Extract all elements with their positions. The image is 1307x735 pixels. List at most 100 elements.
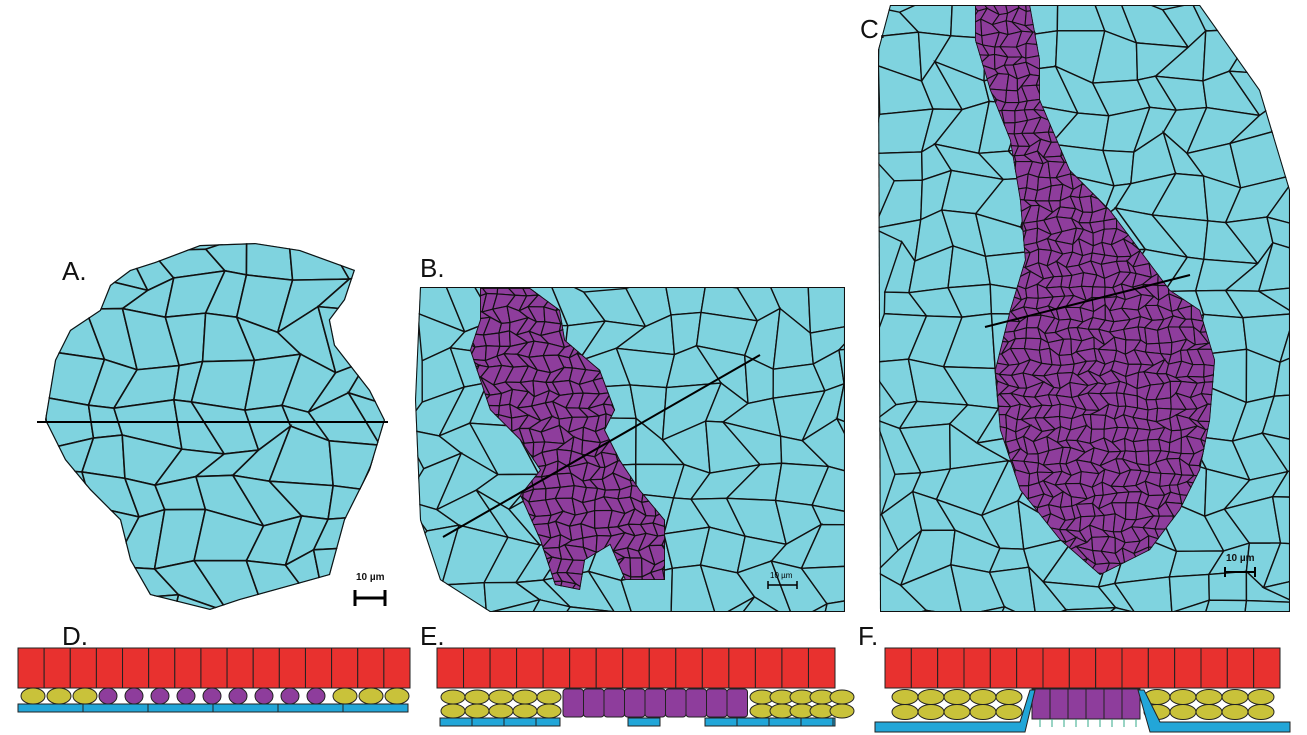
cell <box>329 441 380 489</box>
cell <box>548 607 614 651</box>
basal-cell <box>1170 705 1196 720</box>
apical-cell <box>964 648 990 688</box>
basal-cell <box>513 704 537 718</box>
basal-cell <box>1222 690 1248 705</box>
apical-cell <box>123 648 149 688</box>
basement-cell <box>628 718 660 726</box>
basement-cell <box>801 718 833 726</box>
scale-label: 10 µm <box>1226 553 1255 564</box>
cell <box>954 607 1004 655</box>
apical-cell <box>149 648 175 688</box>
apical-cell <box>253 648 279 688</box>
basal-cell <box>996 690 1022 705</box>
cell <box>1145 328 1159 344</box>
cell <box>869 152 922 181</box>
cell <box>353 306 427 363</box>
cell-layers <box>31 0 1307 696</box>
basal-cell <box>918 705 944 720</box>
apical-cell <box>729 648 756 688</box>
cell <box>361 475 409 531</box>
cell <box>1133 440 1148 452</box>
basement-cell <box>833 718 835 726</box>
cell <box>1230 0 1283 47</box>
basal-cell <box>537 704 561 718</box>
basal-cell-purple <box>1086 689 1104 719</box>
apical-cell <box>570 648 597 688</box>
basement-cell <box>504 718 536 726</box>
basal-cell-purple <box>707 689 728 717</box>
basal-cell-purple <box>255 688 273 704</box>
cell <box>353 272 414 309</box>
basement-cell <box>213 704 278 712</box>
basal-cell <box>441 690 465 704</box>
apical-cell <box>596 648 623 688</box>
basal-cell <box>489 704 513 718</box>
cell <box>1002 110 1015 123</box>
cell <box>1209 571 1247 600</box>
basal-cell <box>970 705 996 720</box>
apical-cell <box>437 648 464 688</box>
cell <box>1229 29 1282 74</box>
apical-cell <box>96 648 122 688</box>
cell <box>235 594 307 648</box>
apical-cell <box>1175 648 1201 688</box>
apical-cell <box>44 648 70 688</box>
apical-cell <box>649 648 676 688</box>
cell <box>1298 545 1307 580</box>
cell <box>440 613 486 648</box>
panel-label: B. <box>420 253 445 283</box>
apical-cell <box>201 648 227 688</box>
cell <box>664 275 706 315</box>
cell <box>1303 495 1307 548</box>
apical-cell <box>384 648 410 688</box>
basal-cell <box>489 690 513 704</box>
apical-cell <box>1254 648 1280 688</box>
basal-cell <box>1248 705 1274 720</box>
apical-cell <box>938 648 964 688</box>
basement-cell <box>278 704 343 712</box>
basement-cell <box>343 704 408 712</box>
apical-cell <box>70 648 96 688</box>
cell <box>368 515 405 560</box>
basal-cell <box>1170 690 1196 705</box>
basal-cell-purple <box>229 688 247 704</box>
basement-cell <box>769 718 801 726</box>
apical-cell <box>755 648 782 688</box>
apical-cell <box>1096 648 1122 688</box>
basal-cell <box>465 704 489 718</box>
cell <box>1214 11 1230 25</box>
scale-label: 10 µm <box>770 571 793 580</box>
basement-cell <box>472 718 504 726</box>
cell <box>1220 0 1238 11</box>
panel-label: C. <box>860 14 886 44</box>
apical-cell <box>1148 648 1174 688</box>
apical-cell <box>990 648 1016 688</box>
apical-cell <box>175 648 201 688</box>
basal-cell-purple <box>1068 689 1086 719</box>
cell <box>1080 608 1135 640</box>
apical-cell <box>1043 648 1069 688</box>
basal-cell-purple <box>645 689 666 717</box>
apical-cell <box>676 648 703 688</box>
cell <box>1006 90 1019 102</box>
cell <box>1300 225 1307 262</box>
basal-cell-purple <box>1050 689 1068 719</box>
cell <box>352 248 414 290</box>
basal-cell <box>537 690 561 704</box>
cell <box>283 594 323 644</box>
basal-cell <box>513 690 537 704</box>
cell <box>1272 98 1307 141</box>
cell <box>1230 132 1298 188</box>
apical-cell <box>227 648 253 688</box>
cell <box>848 566 885 605</box>
cell <box>1104 219 1117 230</box>
basal-cell-purple <box>666 689 687 717</box>
basal-cell-purple <box>1104 689 1122 719</box>
cell <box>1136 451 1149 466</box>
apical-cell <box>1069 648 1095 688</box>
basal-cell <box>333 688 357 704</box>
basal-cell-purple <box>1122 689 1140 719</box>
basal-cell-purple <box>203 688 221 704</box>
basement-cell <box>148 704 213 712</box>
panel-label: F. <box>858 621 878 651</box>
